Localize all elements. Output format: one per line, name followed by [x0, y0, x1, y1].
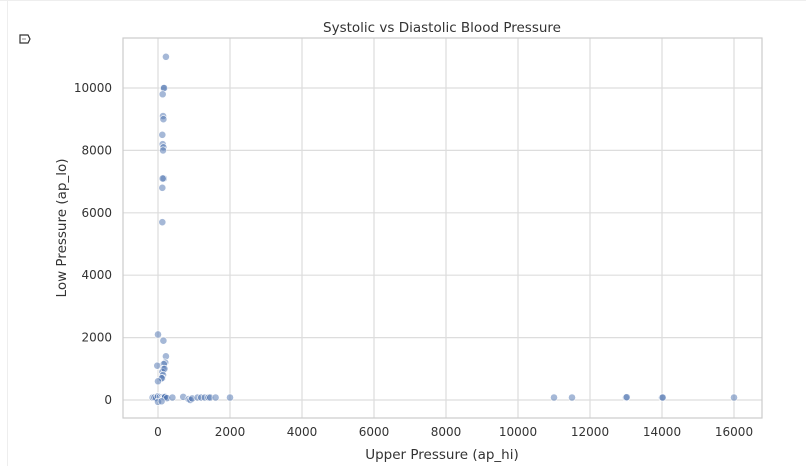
x-tick-label: 2000	[215, 425, 246, 439]
y-tick-label: 6000	[81, 206, 112, 220]
data-point	[550, 393, 558, 402]
x-axis-label: Upper Pressure (ap_hi)	[365, 447, 519, 463]
x-tick-label: 14000	[643, 425, 681, 439]
data-point	[154, 377, 162, 386]
data-point	[159, 115, 168, 124]
data-point	[168, 393, 177, 402]
data-point	[226, 393, 234, 402]
y-tick-label: 0	[104, 393, 112, 407]
x-tick-label: 12000	[571, 425, 609, 439]
data-point	[568, 393, 576, 402]
data-point	[159, 336, 168, 345]
data-point	[153, 361, 162, 370]
x-tick-label: 4000	[287, 425, 318, 439]
plot-frame	[122, 37, 763, 419]
data-point	[157, 397, 166, 406]
data-point	[211, 393, 220, 402]
data-point	[159, 146, 167, 155]
data-point	[162, 52, 170, 61]
x-tick-label: 16000	[715, 425, 753, 439]
x-tick-label: 0	[154, 425, 162, 439]
y-axis-label: Low Pressure (ap_lo)	[54, 159, 70, 298]
data-point	[730, 393, 738, 402]
data-point	[154, 330, 162, 339]
x-tick-label: 8000	[431, 425, 462, 439]
data-point	[158, 174, 167, 183]
tag-icon[interactable]	[19, 34, 31, 47]
data-point	[658, 393, 667, 402]
y-tick-label: 8000	[81, 143, 112, 157]
x-tick-label: 6000	[359, 425, 390, 439]
chart-title: Systolic vs Diastolic Blood Pressure	[323, 20, 561, 36]
data-point	[158, 218, 167, 227]
cell-border	[7, 1, 8, 466]
y-tick-label: 10000	[74, 81, 112, 95]
data-point	[158, 130, 167, 139]
y-tick-label: 2000	[81, 331, 112, 345]
y-tick-label: 4000	[81, 268, 112, 282]
x-tick-label: 10000	[499, 425, 537, 439]
data-point	[622, 393, 631, 402]
data-point	[158, 90, 167, 99]
data-point	[158, 183, 167, 192]
